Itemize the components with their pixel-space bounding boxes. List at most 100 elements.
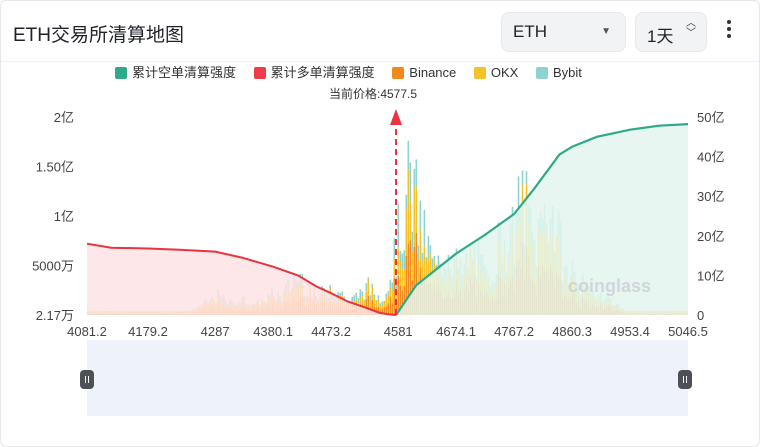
- bar-bybit: [413, 168, 416, 188]
- bar-bybit: [437, 255, 440, 267]
- bar-okx: [361, 296, 364, 305]
- zoom-slider-track[interactable]: [87, 340, 688, 416]
- legend-swatch: [392, 67, 405, 79]
- right-axis: 50亿 40亿 30亿 20亿 10亿 0: [697, 110, 724, 323]
- bar-okx: [413, 187, 416, 247]
- zoom-slider-right-handle[interactable]: [678, 370, 692, 389]
- bar-binance: [391, 303, 394, 315]
- bar-bybit: [393, 238, 396, 259]
- bar-okx: [409, 201, 412, 241]
- bar-bybit: [411, 231, 414, 252]
- bar-okx: [429, 254, 432, 283]
- bar-okx: [401, 269, 404, 291]
- legend-item-okx[interactable]: OKX: [473, 65, 518, 80]
- bar-okx: [391, 290, 394, 304]
- bar-binance: [409, 240, 412, 315]
- right-tick-label: 10亿: [697, 268, 724, 283]
- time-range-select[interactable]: 1天 ︿ ﹀: [635, 12, 707, 52]
- bar-okx: [407, 169, 410, 244]
- legend-item-short-cumulative[interactable]: 累计空单清算强度: [115, 62, 236, 81]
- legend-swatch: [473, 67, 486, 79]
- bar-okx: [371, 286, 374, 300]
- bar-binance: [393, 278, 396, 315]
- bar-binance: [399, 285, 402, 315]
- bar-bybit: [357, 298, 360, 304]
- bar-bybit: [337, 292, 339, 297]
- bar-bybit: [399, 251, 402, 262]
- bar-okx: [421, 262, 424, 290]
- bar-binance: [407, 243, 410, 315]
- bar-bybit: [433, 256, 436, 261]
- bar-bybit: [365, 283, 368, 291]
- bar-binance: [367, 295, 370, 315]
- bar-bybit: [415, 159, 418, 187]
- legend-swatch: [253, 67, 266, 79]
- bar-okx: [387, 294, 390, 304]
- bar-bybit: [369, 295, 372, 301]
- bar-okx: [363, 302, 366, 308]
- bar-okx: [389, 287, 392, 297]
- short-liquidation-area: [396, 124, 688, 315]
- bar-bybit: [339, 293, 341, 296]
- left-axis: 2亿 1.50亿 1亿 5000万 2.17万: [32, 110, 74, 323]
- current-price-label: 当前价格:4577.5: [329, 87, 418, 101]
- bar-okx: [419, 229, 422, 268]
- bar-bybit: [405, 194, 408, 210]
- bar-bybit: [371, 283, 374, 287]
- bar-okx: [373, 297, 376, 307]
- bar-okx: [355, 299, 357, 307]
- left-tick-label: 5000万: [32, 259, 74, 274]
- bar-okx: [393, 258, 396, 279]
- bar-binance: [387, 303, 390, 315]
- bar-bybit: [407, 140, 410, 170]
- bar-okx: [381, 304, 384, 309]
- bar-okx: [397, 247, 400, 276]
- bar-bybit: [403, 250, 406, 270]
- bar-okx: [379, 306, 382, 310]
- bar-okx: [399, 261, 402, 286]
- bar-binance: [405, 256, 408, 315]
- chevron-up-down-icon: ︿ ﹀: [686, 18, 696, 39]
- bar-okx: [405, 209, 408, 256]
- bar-okx: [427, 258, 430, 284]
- coin-select[interactable]: ETH ▼: [501, 12, 626, 52]
- bar-okx: [423, 245, 426, 279]
- bar-bybit: [387, 291, 390, 295]
- more-menu-icon[interactable]: [719, 17, 739, 47]
- bar-binance: [403, 285, 406, 315]
- bar-binance: [381, 308, 384, 315]
- legend-item-binance[interactable]: Binance: [392, 65, 456, 80]
- x-tick-label: 4953.4: [610, 324, 650, 339]
- bar-bybit: [373, 294, 376, 298]
- x-tick-label: 5046.5: [668, 324, 708, 339]
- bar-okx: [403, 269, 406, 286]
- x-tick-label: 4674.1: [436, 324, 476, 339]
- bar-okx: [385, 297, 388, 307]
- bar-bybit: [353, 295, 355, 301]
- bar-okx: [367, 279, 370, 296]
- bar-bybit: [379, 303, 382, 306]
- bar-bybit: [427, 235, 430, 259]
- bar-binance: [371, 299, 374, 315]
- bar-bybit: [397, 204, 400, 248]
- bar-binance: [389, 296, 392, 315]
- legend-item-bybit[interactable]: Bybit: [535, 65, 582, 80]
- bar-binance: [413, 246, 416, 315]
- x-tick-label: 4767.2: [494, 324, 534, 339]
- chevron-down-icon: ▼: [601, 26, 611, 37]
- bar-bybit: [521, 170, 524, 186]
- bar-okx: [359, 297, 362, 305]
- right-tick-label: 20亿: [697, 229, 724, 244]
- bar-okx: [417, 259, 420, 282]
- bar-binance: [401, 290, 404, 315]
- bar-bybit: [409, 162, 412, 202]
- right-tick-label: 30亿: [697, 189, 724, 204]
- bar-bybit: [525, 171, 528, 183]
- zoom-slider-left-handle[interactable]: [80, 370, 94, 389]
- legend-item-long-cumulative[interactable]: 累计多单清算强度: [253, 62, 375, 81]
- watermark: coinglass: [568, 276, 651, 296]
- bar-bybit: [401, 253, 404, 270]
- bar-bybit: [517, 176, 520, 222]
- bar-bybit: [381, 301, 384, 305]
